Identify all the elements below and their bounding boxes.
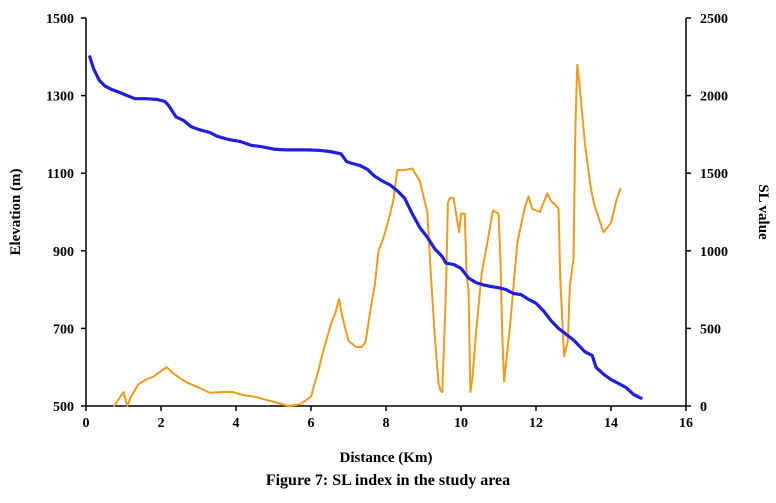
x-tick-label: 4 [233, 416, 240, 431]
y2-axis-title: SL value [755, 184, 771, 240]
y-tick-label: 900 [53, 245, 74, 260]
sl-value-line [113, 63, 622, 407]
x-tick-label: 2 [158, 416, 165, 431]
y2-tick-label: 1500 [700, 167, 728, 182]
sl-index-chart: 0 2 4 6 8 10 12 14 16 500 700 900 1100 1300 1500 0 500 10… [8, 12, 771, 466]
y-tick-label: 1300 [46, 90, 74, 105]
x-tick-label: 6 [308, 416, 315, 431]
x-tick-label: 0 [83, 416, 90, 431]
y2-tick-label: 1000 [700, 245, 728, 260]
y-tick-label: 700 [53, 322, 74, 337]
y2-tick-label: 2000 [700, 90, 728, 105]
elevation-line [88, 55, 643, 400]
x-axis-title: Distance (Km) [340, 450, 433, 466]
y-axis-title: Elevation (m) [8, 168, 24, 255]
x-tick-label: 12 [529, 416, 543, 431]
y-tick-label: 1500 [46, 12, 74, 27]
y-tick-label: 500 [53, 400, 74, 415]
x-tick-label: 10 [454, 416, 468, 431]
figure-caption: Figure 7: SL index in the study area [265, 472, 511, 489]
ticks: 0 2 4 6 8 10 12 14 16 500 700 900 1100 1300 1500 0 500 10… [46, 12, 728, 431]
y2-tick-label: 2500 [700, 12, 728, 27]
x-tick-label: 16 [679, 416, 693, 431]
y-tick-label: 1100 [47, 167, 74, 182]
y2-tick-label: 0 [700, 400, 707, 415]
x-tick-label: 14 [604, 416, 618, 431]
x-tick-label: 8 [383, 416, 390, 431]
y2-tick-label: 500 [700, 322, 721, 337]
series-group [88, 55, 643, 407]
